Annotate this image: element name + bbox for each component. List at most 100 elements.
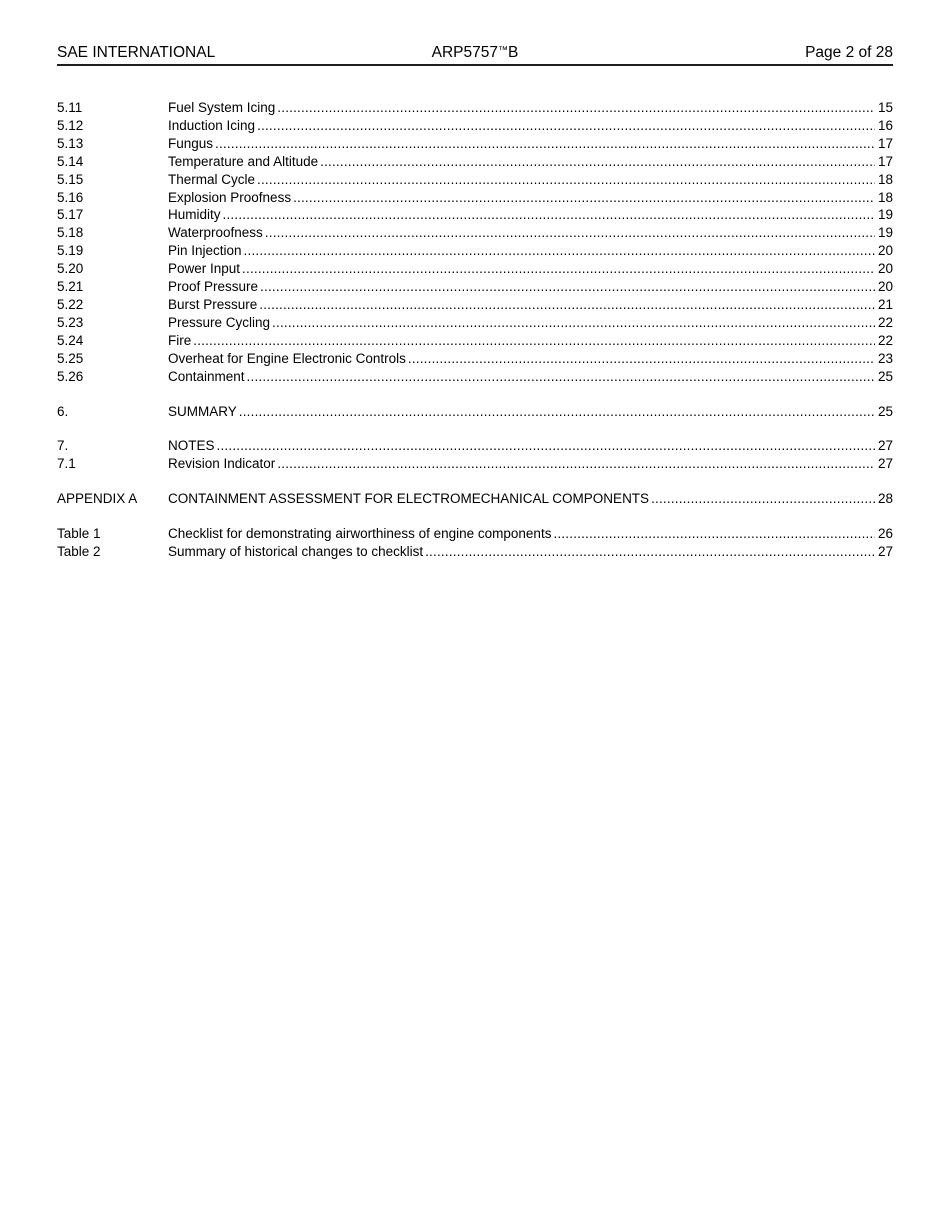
toc-entry: 5.19 Pin Injection .....................… <box>57 242 893 260</box>
toc-entry-page: 18 <box>877 171 893 187</box>
toc-entry-page: 27 <box>877 456 893 472</box>
toc-entry-page: 20 <box>877 243 893 259</box>
toc-entry-title: Pressure Cycling <box>168 314 271 330</box>
toc-entry-title: Proof Pressure <box>168 279 259 295</box>
toc-entry-title: Pin Injection <box>168 243 242 259</box>
toc-entry-page: 21 <box>877 296 893 312</box>
toc-leader-dots: ........................................… <box>222 207 875 223</box>
toc-entry-title: Containment <box>168 368 245 384</box>
toc-leader-dots: ........................................… <box>243 243 875 259</box>
toc-entry-number: 5.23 <box>57 314 84 330</box>
toc-leader-dots: ........................................… <box>272 314 875 330</box>
toc-entry-title: Power Input <box>168 261 241 277</box>
toc-entry-title: NOTES <box>168 438 215 454</box>
toc-entry-title: Fungus <box>168 135 214 151</box>
toc-entry-page: 27 <box>877 438 893 454</box>
toc-entry-number: 5.20 <box>57 261 84 277</box>
toc-entry-page: 26 <box>877 526 893 542</box>
toc-entry-number: 5.21 <box>57 279 84 295</box>
toc-entry-title: Fire <box>168 332 192 348</box>
toc-leader-dots: ........................................… <box>215 135 875 151</box>
toc-entry-number: 5.14 <box>57 153 84 169</box>
toc-entry-number: 5.15 <box>57 171 84 187</box>
toc-entry-number: Table 1 <box>57 526 101 542</box>
toc-entry-title: Waterproofness <box>168 225 263 241</box>
toc-entry-page: 18 <box>877 189 893 205</box>
toc-group-tables: Table 1 Checklist for demonstrating airw… <box>57 525 893 561</box>
header-page-indicator: Page 2 of 28 <box>805 44 893 61</box>
toc-entry: 5.18 Waterproofness ....................… <box>57 224 893 242</box>
toc-entry: 5.23 Pressure Cycling ..................… <box>57 314 893 332</box>
toc-entry-title: Induction Icing <box>168 117 256 133</box>
toc-entry-title: Overheat for Engine Electronic Controls <box>168 350 406 366</box>
toc-group-section-7: 7. NOTES ...............................… <box>57 437 893 473</box>
toc-entry: 5.22 Burst Pressure ....................… <box>57 296 893 314</box>
toc-leader-dots: ........................................… <box>651 491 875 507</box>
toc-entry: 7. NOTES ...............................… <box>57 437 893 455</box>
toc-entry: 5.17 Humidity ..........................… <box>57 206 893 224</box>
toc-entry: 5.21 Proof Pressure ....................… <box>57 278 893 296</box>
header-organization: SAE INTERNATIONAL <box>57 44 216 61</box>
toc-entry-number: 5.22 <box>57 296 84 312</box>
toc-entry-title: Summary of historical changes to checkli… <box>168 544 424 560</box>
toc-entry-page: 25 <box>877 403 893 419</box>
toc-entry-number: Table 2 <box>57 544 101 560</box>
toc-entry: Table 2 Summary of historical changes to… <box>57 543 893 561</box>
toc-leader-dots: ........................................… <box>407 350 875 366</box>
toc-entry-title: Revision Indicator <box>168 456 276 472</box>
toc-group-section-5: 5.11 Fuel System Icing .................… <box>57 99 893 386</box>
table-of-contents: 5.11 Fuel System Icing .................… <box>57 99 893 561</box>
toc-entry-page: 19 <box>877 225 893 241</box>
toc-leader-dots: ........................................… <box>257 117 875 133</box>
toc-entry-page: 19 <box>877 207 893 223</box>
toc-leader-dots: ........................................… <box>277 456 875 472</box>
toc-entry: 5.14 Temperature and Altitude ..........… <box>57 153 893 171</box>
toc-leader-dots: ........................................… <box>246 368 875 384</box>
toc-entry-page: 20 <box>877 261 893 277</box>
toc-entry: 5.24 Fire ..............................… <box>57 332 893 350</box>
toc-entry-title: Checklist for demonstrating airworthines… <box>168 526 552 542</box>
toc-entry-title: CONTAINMENT ASSESSMENT FOR ELECTROMECHAN… <box>168 491 650 507</box>
toc-leader-dots: ........................................… <box>553 526 875 542</box>
toc-leader-dots: ........................................… <box>193 332 875 348</box>
toc-entry-title: SUMMARY <box>168 403 237 419</box>
toc-entry-page: 17 <box>877 153 893 169</box>
toc-leader-dots: ........................................… <box>320 153 875 169</box>
toc-entry-number: 7.1 <box>57 456 76 472</box>
toc-leader-dots: ........................................… <box>425 544 875 560</box>
toc-entry-page: 25 <box>877 368 893 384</box>
toc-entry-number: 5.17 <box>57 207 84 223</box>
toc-entry-page: 16 <box>877 117 893 133</box>
page-header: SAE INTERNATIONAL ARP5757™B Page 2 of 28 <box>57 44 893 66</box>
toc-leader-dots: ........................................… <box>216 438 875 454</box>
toc-entry-number: APPENDIX A <box>57 491 138 507</box>
toc-entry-number: 5.25 <box>57 350 84 366</box>
toc-entry-page: 23 <box>877 350 893 366</box>
toc-entry-title: Humidity <box>168 207 221 223</box>
toc-entry-page: 15 <box>877 100 893 115</box>
toc-entry-title: Fuel System Icing <box>168 100 276 115</box>
toc-entry-title: Explosion Proofness <box>168 189 292 205</box>
toc-entry: Table 1 Checklist for demonstrating airw… <box>57 525 893 543</box>
toc-leader-dots: ........................................… <box>264 225 875 241</box>
toc-entry: 5.26 Containment .......................… <box>57 368 893 386</box>
toc-leader-dots: ........................................… <box>238 403 875 419</box>
toc-group-section-6: 6. SUMMARY .............................… <box>57 403 893 421</box>
toc-entry: 6. SUMMARY .............................… <box>57 403 893 421</box>
header-document-number: ARP5757™B <box>431 44 519 61</box>
toc-entry-number: 6. <box>57 403 69 419</box>
toc-entry-number: 5.13 <box>57 135 84 151</box>
toc-leader-dots: ........................................… <box>259 296 875 312</box>
toc-entry-page: 28 <box>877 491 893 507</box>
toc-entry: 5.16 Explosion Proofness ...............… <box>57 189 893 207</box>
toc-entry-number: 7. <box>57 438 69 454</box>
toc-entry-number: 5.24 <box>57 332 84 348</box>
toc-leader-dots: ........................................… <box>293 189 875 205</box>
toc-entry-number: 5.11 <box>57 100 83 115</box>
toc-leader-dots: ........................................… <box>260 279 875 295</box>
toc-entry: 5.13 Fungus ............................… <box>57 135 893 153</box>
toc-entry-number: 5.18 <box>57 225 84 241</box>
toc-entry-number: 5.19 <box>57 243 84 259</box>
toc-leader-dots: ........................................… <box>257 171 875 187</box>
